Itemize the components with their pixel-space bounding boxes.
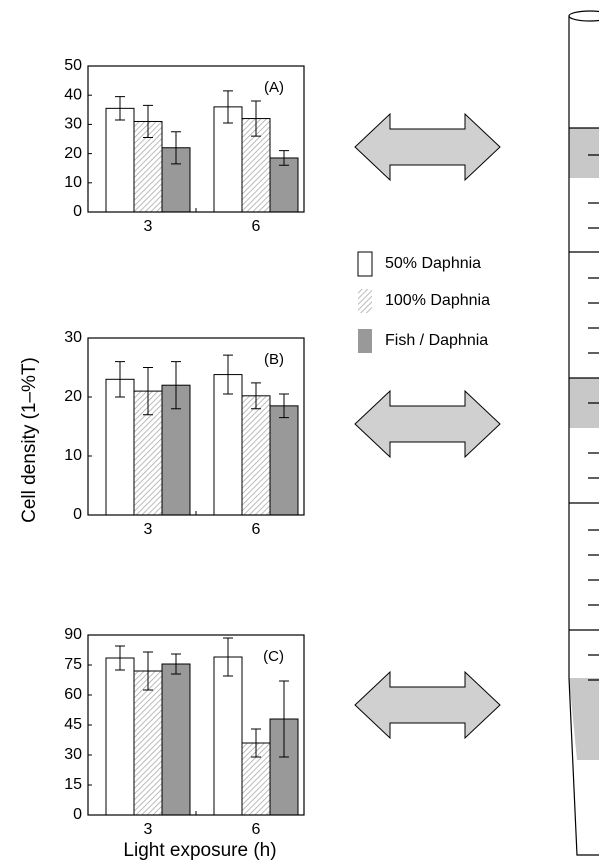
bar <box>213 656 243 816</box>
error-bar <box>279 393 289 419</box>
y-tick-label: 75 <box>64 656 82 673</box>
tube-graduations <box>588 154 599 681</box>
x-tick-label: 3 <box>144 821 153 838</box>
error-bar <box>143 651 153 691</box>
double-arrow <box>354 389 501 459</box>
legend-label: 100% Daphnia <box>385 292 490 309</box>
legend-swatch <box>358 329 372 353</box>
y-tick-label: 20 <box>64 145 82 162</box>
tube-dividers <box>569 127 599 631</box>
legend-label: 50% Daphnia <box>385 255 481 272</box>
error-bar <box>223 354 233 395</box>
error-bar <box>115 96 125 121</box>
y-tick-label: 40 <box>64 86 82 103</box>
panel-label: (B) <box>264 351 284 368</box>
bar <box>105 657 135 816</box>
bar <box>133 670 163 816</box>
x-tick-label: 6 <box>252 521 261 538</box>
y-tick-label: 0 <box>73 806 82 823</box>
y-tick-label: 30 <box>64 746 82 763</box>
legend-swatch <box>357 251 373 277</box>
y-tick-label: 0 <box>73 203 82 220</box>
error-bar <box>115 361 125 398</box>
x-axis-label: Light exposure (h) <box>123 840 276 861</box>
y-tick-label: 10 <box>64 447 82 464</box>
y-tick-label: 15 <box>64 776 82 793</box>
tube <box>568 10 599 856</box>
arrows <box>354 112 501 740</box>
y-axis-label: Cell density (1–%T) <box>19 357 40 523</box>
error-bar <box>251 100 261 137</box>
bar <box>105 107 135 213</box>
bar <box>269 405 299 516</box>
x-tick-label: 3 <box>144 218 153 235</box>
legend-label: Fish / Daphnia <box>385 332 488 349</box>
y-tick-label: 20 <box>64 388 82 405</box>
x-tick-label: 3 <box>144 521 153 538</box>
error-bar <box>143 367 153 416</box>
panel-label: (C) <box>263 648 284 665</box>
error-bar <box>171 653 181 675</box>
tube-band <box>569 678 599 760</box>
error-bar <box>223 637 233 677</box>
x-tick-label: 6 <box>252 821 261 838</box>
tube-band <box>569 128 599 178</box>
plot-frame <box>87 337 305 516</box>
y-tick-label: 60 <box>64 686 82 703</box>
bar <box>161 663 191 816</box>
tube-rim <box>568 10 599 22</box>
error-bar <box>279 150 289 166</box>
double-arrow <box>354 112 501 182</box>
bar <box>269 157 299 213</box>
plot-frame <box>87 65 305 213</box>
error-bar <box>143 104 153 139</box>
y-tick-label: 0 <box>73 506 82 523</box>
x-tick-label: 6 <box>252 218 261 235</box>
y-tick-label: 30 <box>64 329 82 346</box>
bar <box>241 395 271 516</box>
error-bar <box>115 645 125 671</box>
y-tick-label: 30 <box>64 116 82 133</box>
y-tick-label: 90 <box>64 626 82 643</box>
bar <box>213 374 243 516</box>
panel-label: (A) <box>264 79 284 96</box>
error-bar <box>171 361 181 410</box>
error-bar <box>279 680 289 758</box>
plot-frame <box>87 634 305 816</box>
y-tick-label: 50 <box>64 57 82 74</box>
tube-wall <box>568 16 599 856</box>
error-bar <box>171 131 181 165</box>
error-bar <box>251 382 261 410</box>
double-arrow <box>354 670 501 740</box>
error-bar <box>251 728 261 758</box>
legend-swatch <box>358 289 372 313</box>
y-tick-label: 10 <box>64 174 82 191</box>
bar <box>105 378 135 516</box>
y-tick-label: 45 <box>64 716 82 733</box>
error-bar <box>223 90 233 124</box>
